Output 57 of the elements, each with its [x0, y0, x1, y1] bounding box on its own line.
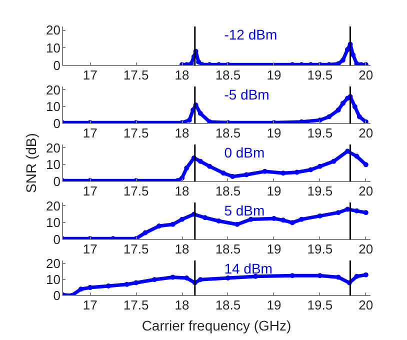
x-tick-label: 19.5	[307, 298, 333, 312]
x-tick-label: 17	[82, 184, 98, 198]
x-tick-label: 19.5	[307, 242, 333, 256]
y-tick-label: 20	[46, 198, 61, 214]
x-tick-label: 18	[174, 242, 190, 256]
y-tick-label: 0	[53, 116, 61, 131]
x-tick-label: 17.5	[123, 242, 149, 256]
x-tick-label: 17	[82, 68, 98, 82]
x-tick-label: 19.5	[307, 126, 333, 140]
x-tick-label: 20	[358, 242, 374, 256]
y-tick-label: 10	[46, 99, 61, 114]
y-tick-label: 20	[46, 82, 61, 98]
annotation: -12 dBm	[224, 26, 278, 42]
x-tick-label: 18.5	[215, 242, 241, 256]
x-tick-label: 20	[358, 184, 374, 198]
y-tick-label: 0	[53, 232, 61, 247]
y-tick-label: 0	[53, 288, 61, 303]
x-tick-label: 17.5	[123, 126, 149, 140]
x-tick-label: 17	[82, 298, 98, 312]
x-tick-label: 18.5	[215, 184, 241, 198]
y-axis-title: SNR (dB)	[23, 133, 40, 193]
x-tick-label: 18	[174, 126, 190, 140]
x-tick-label: 18	[174, 68, 190, 82]
y-tick-label: 10	[46, 272, 61, 288]
x-tick-label: 18.5	[215, 126, 241, 140]
x-tick-label: 20	[358, 298, 374, 312]
y-tick-label: 20	[46, 22, 61, 38]
x-tick-label: 18.5	[215, 298, 241, 312]
x-tick-label: 18.5	[215, 68, 241, 82]
annotation: 0 dBm	[224, 144, 265, 160]
x-tick-label: 19	[266, 298, 282, 312]
y-tick-label: 10	[46, 40, 61, 56]
x-tick-label: 17.5	[123, 68, 149, 82]
x-tick-label: 19.5	[307, 68, 333, 82]
x-tick-label: 19.5	[307, 184, 333, 198]
annotation: -5 dBm	[224, 86, 270, 102]
x-tick-label: 19	[266, 184, 282, 198]
x-axis-title: Carrier frequency (GHz)	[142, 318, 292, 334]
x-tick-label: 17	[82, 126, 98, 140]
x-tick-label: 19	[266, 68, 282, 82]
x-tick-label: 17	[82, 242, 98, 256]
annotation: 5 dBm	[224, 202, 265, 218]
x-tick-label: 17.5	[123, 298, 149, 312]
y-tick-label: 10	[46, 157, 61, 172]
x-tick-label: 19	[266, 126, 282, 140]
x-tick-label: 17.5	[123, 184, 149, 198]
annotation: 14 dBm	[224, 260, 272, 276]
y-tick-label: 20	[46, 256, 61, 272]
x-tick-label: 18	[174, 184, 190, 198]
x-tick-label: 20	[358, 126, 374, 140]
y-tick-label: 20	[46, 140, 61, 156]
y-tick-label: 0	[53, 58, 61, 73]
x-tick-label: 20	[358, 68, 374, 82]
x-tick-label: 18	[174, 298, 190, 312]
y-tick-label: 0	[53, 174, 61, 189]
x-tick-label: 19	[266, 242, 282, 256]
y-tick-label: 10	[46, 215, 61, 230]
